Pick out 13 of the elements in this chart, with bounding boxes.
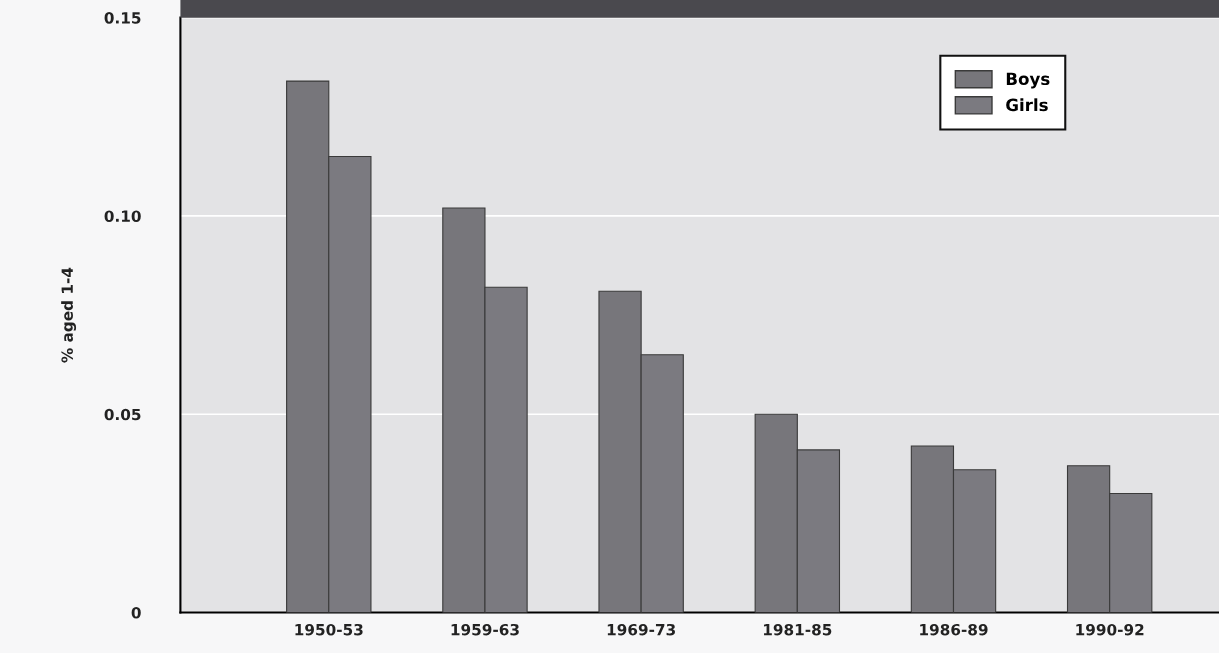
y-tick-label: 0	[131, 606, 141, 619]
x-tick-label: 1986-89	[920, 623, 988, 636]
x-tick-label: 1990-92	[1076, 623, 1144, 636]
legend-label: Boys	[1006, 72, 1050, 89]
x-tick-label: 1959-63	[451, 623, 519, 636]
y-tick-label: 0.10	[104, 210, 141, 222]
x-tick-label: 1981-85	[763, 623, 832, 636]
x-tick-label: 1969-73	[607, 623, 675, 636]
y-axis-title: % aged 1-4	[61, 267, 77, 363]
y-tick-label: 0.15	[104, 12, 141, 24]
x-tick-label: 1950-53	[295, 623, 363, 636]
y-tick-label: 0.05	[104, 408, 141, 421]
legend-label: Girls	[1006, 98, 1048, 112]
